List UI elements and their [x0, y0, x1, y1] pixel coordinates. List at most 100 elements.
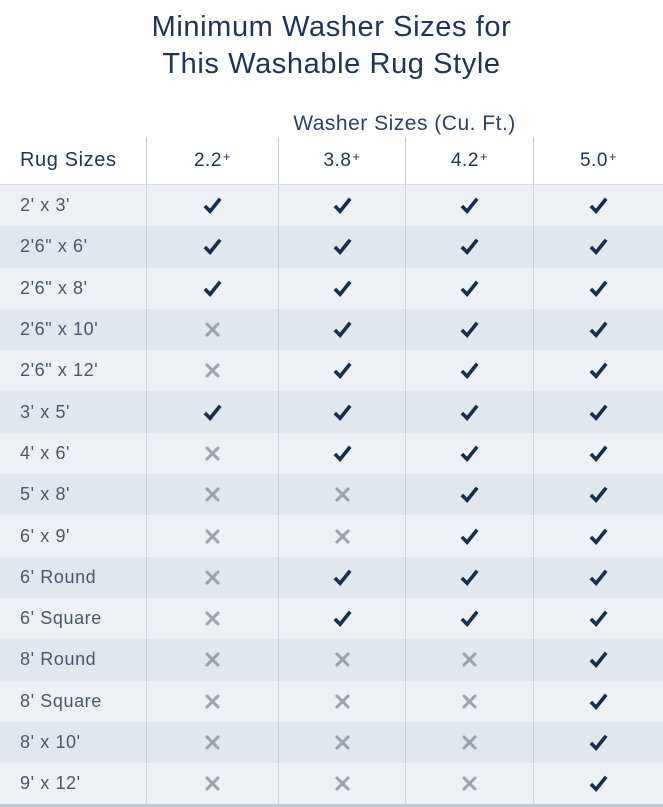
mark-cell — [533, 556, 663, 598]
check-icon — [589, 734, 608, 751]
rug-size-label: 3' x 5' — [20, 401, 71, 422]
x-icon — [205, 735, 220, 750]
table-bottom-edge — [0, 804, 663, 807]
check-icon — [589, 197, 608, 215]
check-icon — [589, 362, 608, 380]
check-icon — [460, 445, 479, 462]
mark-cell — [533, 267, 663, 309]
mark-cell — [405, 515, 533, 557]
x-icon — [334, 652, 350, 667]
plus-sign: + — [352, 149, 361, 164]
mark-cell — [533, 391, 663, 433]
mark-cell — [146, 639, 278, 681]
table-row: 4' x 6' — [0, 432, 663, 475]
check-icon — [333, 569, 352, 586]
mark-cell — [405, 391, 533, 433]
check-icon — [589, 445, 608, 462]
mark-cell — [533, 680, 663, 722]
check-icon — [460, 197, 479, 215]
check-icon — [460, 321, 479, 339]
x-icon — [462, 735, 477, 750]
mark-cell — [278, 556, 405, 598]
table-row: 2' x 3' — [0, 185, 663, 227]
column-header: 4.2 + — [405, 137, 533, 184]
check-icon — [333, 197, 352, 215]
mark-cell — [533, 597, 663, 640]
mark-cell — [278, 391, 405, 433]
rug-size-label: 5' x 8' — [20, 484, 71, 505]
mark-cell — [533, 763, 663, 805]
table-header-row: Rug Sizes 2.2 + 3.8 + 4.2 + 5.0 + — [0, 137, 663, 184]
check-icon — [589, 486, 608, 504]
table-row: 5' x 8' — [0, 474, 663, 516]
column-header: 2.2 + — [146, 137, 278, 184]
check-icon — [460, 404, 479, 421]
washer-sizes-group-header: Washer Sizes (Cu. Ft.) — [293, 112, 516, 135]
x-icon — [205, 487, 220, 502]
mark-cell — [405, 474, 533, 516]
x-icon — [462, 694, 477, 709]
column-header: 3.8 + — [278, 137, 405, 184]
plus-sign: + — [479, 149, 488, 164]
column-header: 5.0 + — [533, 137, 663, 184]
check-icon — [589, 652, 608, 669]
mark-cell — [146, 763, 278, 805]
mark-cell — [533, 432, 663, 475]
table-row: 6' Round — [0, 556, 663, 598]
mark-cell — [278, 474, 405, 516]
mark-cell — [278, 432, 405, 475]
rug-size-label: 2'6" x 12' — [20, 360, 99, 381]
check-icon — [460, 280, 479, 297]
x-icon — [334, 528, 350, 544]
x-icon — [205, 776, 220, 791]
mark-cell — [146, 267, 278, 309]
table-row: 8' Square — [0, 680, 663, 722]
page-title-line2: This Washable Rug Style — [162, 48, 501, 80]
mark-cell — [278, 185, 405, 227]
mark-cell — [533, 226, 663, 268]
page-title-line1: Minimum Washer Sizes for — [151, 11, 512, 43]
mark-cell — [146, 597, 278, 640]
mark-cell — [533, 515, 663, 557]
mark-cell — [278, 597, 405, 640]
plus-sign: + — [222, 149, 231, 164]
mark-cell — [278, 763, 405, 805]
check-icon — [333, 280, 352, 297]
mark-cell — [278, 639, 405, 681]
check-icon — [203, 280, 222, 297]
check-icon — [589, 775, 608, 793]
mark-cell — [533, 185, 663, 227]
mark-cell — [278, 308, 405, 351]
x-icon — [205, 363, 220, 378]
x-icon — [205, 528, 220, 544]
mark-cell — [146, 308, 278, 351]
check-icon — [203, 197, 222, 215]
table-row: 8' x 10' — [0, 721, 663, 764]
mark-cell — [533, 639, 663, 681]
mark-cell — [405, 267, 533, 309]
table-row: 2'6" x 10' — [0, 308, 663, 351]
check-icon — [333, 404, 352, 421]
mark-cell — [405, 556, 533, 598]
mark-cell — [278, 515, 405, 557]
page-title: Minimum Washer Sizes for This Washable R… — [0, 0, 663, 83]
check-icon — [333, 362, 352, 380]
mark-cell — [146, 226, 278, 268]
check-icon — [589, 528, 608, 545]
table-row: 8' Round — [0, 639, 663, 681]
check-icon — [589, 569, 608, 586]
check-icon — [460, 239, 479, 256]
mark-cell — [405, 350, 533, 392]
rug-size-label: 6' x 9' — [20, 525, 71, 546]
x-icon — [334, 487, 350, 502]
column-header-rug-sizes: Rug Sizes — [20, 149, 117, 171]
mark-cell — [533, 350, 663, 392]
x-icon — [334, 776, 350, 791]
check-icon — [333, 239, 352, 256]
rug-size-label: 2'6" x 10' — [20, 319, 99, 340]
mark-cell — [533, 721, 663, 764]
mark-cell — [278, 226, 405, 268]
plus-sign: + — [608, 149, 617, 164]
x-icon — [205, 570, 220, 585]
check-icon — [203, 404, 222, 421]
